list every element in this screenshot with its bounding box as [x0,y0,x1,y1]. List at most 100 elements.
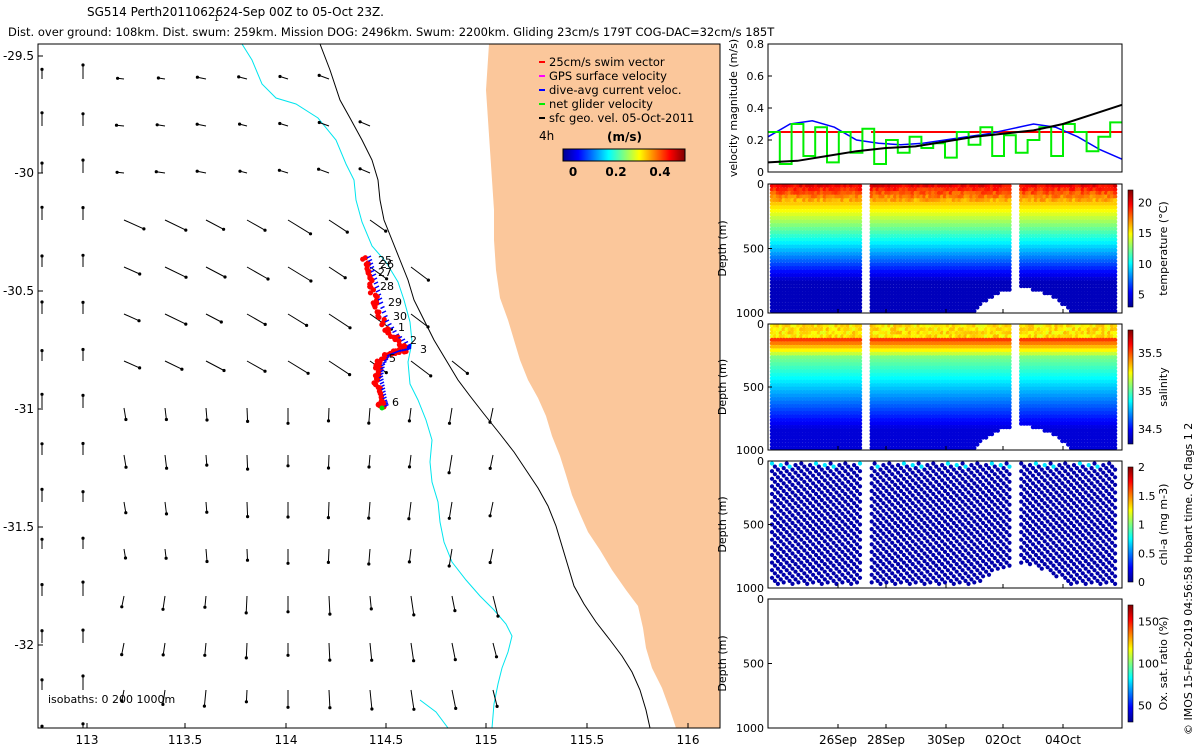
velocity-arrow-head [203,605,207,609]
velocity-arrow [164,501,167,514]
velocity-arrow-head [385,277,389,281]
velocity-arrow-head [156,76,160,80]
velocity-arrow-head [81,63,85,67]
velocity-arrow-head [412,707,416,711]
velocity-arrow [164,313,187,325]
dac-vector [397,335,403,340]
velocity-arrow-head [40,487,44,491]
velocity-arrow-head [317,120,321,125]
velocity-arrow [451,689,457,709]
speed-colorbar [562,148,686,162]
velocity-arrow-head [138,366,142,370]
velocity-arrow-head [286,421,290,425]
velocity-arrow-head [81,206,85,210]
velocity-arrow [121,642,125,655]
map-y-tick-label: -29.5 [3,49,34,63]
velocity-arrow-head [223,275,227,279]
velocity-arrow [408,407,412,421]
velocity-arrow-head [277,168,281,172]
colorbar-tick-label: 15 [1138,227,1152,240]
map-y-tick-label: -30 [14,166,34,180]
velocity-arrow-head [116,76,120,80]
velocity-arrow [448,454,453,473]
velocity-arrow-head [40,161,44,165]
dac-vector [392,329,397,334]
velocity-arrow-head [245,558,250,562]
dac-vector [371,273,377,277]
velocity-arrow [246,548,248,561]
velocity-arrow [328,360,350,376]
velocity-arrow-head [40,629,44,633]
vel-y-tick-label: 0 [757,166,764,179]
velocity-arrow-head [81,300,85,304]
velocity-arrow-head [120,699,124,703]
velocity-arrow [123,360,140,369]
velocity-arrow-head [370,707,374,711]
velocity-arrow-head [263,228,267,232]
vel-y-tick-label: 0.8 [747,38,765,51]
velocity-arrow-head [40,392,44,396]
track-end [379,405,385,411]
track-point [396,342,403,348]
velocity-arrow-head [40,583,44,587]
velocity-arrow-head [81,112,85,116]
temp-sample [995,290,1000,296]
dac-vector [383,358,389,362]
velocity-arrow-head [454,706,458,711]
velocity-arrow [123,266,140,275]
day-label: 1 [398,321,405,334]
track-point [367,290,374,296]
velocity-arrow-head [115,170,119,174]
velocity-arrow [205,737,206,750]
velocity-arrow [287,219,311,235]
velocity-arrow [246,313,266,325]
velocity-arrow [246,360,266,372]
velocity-arrow [329,737,330,750]
velocity-arrow-head [286,610,290,614]
map-x-tick-label: 113.5 [168,733,202,747]
velocity-arrow-head [238,122,242,126]
velocity-arrow-head [222,227,226,231]
velocity-arrow [452,737,456,750]
velocity-arrow-head [165,466,169,470]
velocity-arrow [123,313,140,322]
velocity-arrow-head [370,658,374,662]
velocity-arrow [489,407,494,423]
velocity-arrow [492,689,498,707]
velocity-arrow [449,407,453,424]
velocity-arrow [448,501,453,519]
track-point [376,314,382,320]
legend-label: GPS surface velocity [549,69,667,83]
land-mass [486,44,720,728]
velocity-arrow-head [164,417,168,422]
velocity-arrow-head [244,656,248,660]
velocity-arrow [369,219,386,232]
dac-vector [380,363,386,367]
velocity-arrow [204,642,207,656]
dac-vector [406,345,412,349]
track-point [379,322,385,328]
velocity-arrow-head [81,393,85,397]
velocity-arrow-head [488,420,492,424]
velocity-arrow [328,689,331,708]
velocity-arrow-head [367,516,371,520]
velocity-arrow [246,737,247,750]
velocity-arrow-head [412,613,416,617]
velocity-arrow-head [195,169,199,173]
velocity-arrow-head [412,659,416,663]
map-x-tick-label: 115 [475,733,498,747]
velocity-arrow-head [180,367,184,371]
velocity-arrow [410,689,415,710]
dac-vector [378,301,384,305]
vel-y-tick-label: 0.2 [747,134,765,147]
dac-vector [406,344,412,348]
track-point [372,304,378,310]
velocity-arrow [410,642,415,661]
velocity-arrow [369,266,387,280]
velocity-arrow-head [494,655,499,659]
velocity-arrow-head [309,279,313,283]
velocity-arrow [408,548,412,562]
vel-y-tick-label: 0.4 [747,102,765,115]
